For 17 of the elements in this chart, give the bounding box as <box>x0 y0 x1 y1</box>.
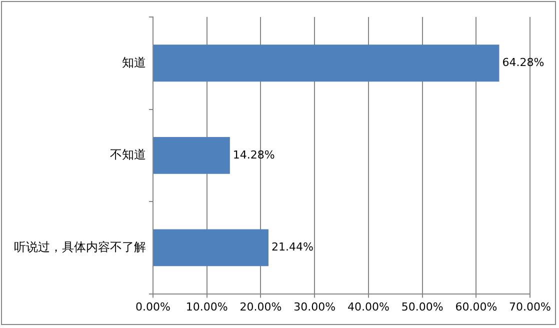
x-tick-label: 20.00% <box>240 300 282 314</box>
bar <box>154 136 230 174</box>
bar <box>154 229 268 266</box>
data-label: 64.28% <box>502 56 544 69</box>
x-tick-label: 60.00% <box>455 300 498 314</box>
data-label: 14.28% <box>232 148 275 162</box>
y-tick-label: 知道 <box>122 55 146 70</box>
bar <box>154 44 500 82</box>
x-tick-label: 40.00% <box>347 300 390 314</box>
x-tick-label: 0.00% <box>136 300 170 314</box>
x-tick-label: 70.00% <box>509 300 552 314</box>
x-tick-label: 30.00% <box>294 300 336 314</box>
y-tick-label: 不知道 <box>110 148 146 162</box>
data-label: 21.44% <box>271 240 314 254</box>
y-tick-label: 听说过，具体内容不了解 <box>14 240 146 254</box>
x-tick-label: 50.00% <box>401 300 444 314</box>
x-tick-label: 10.00% <box>186 300 228 314</box>
